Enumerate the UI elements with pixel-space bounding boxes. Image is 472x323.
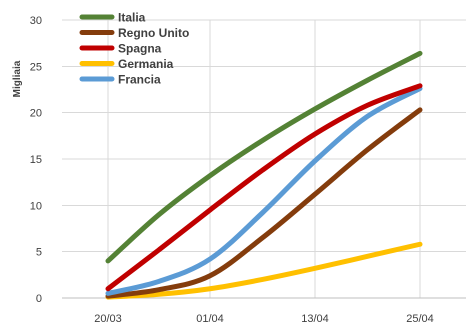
y-tick-label-10: 10 — [30, 200, 42, 212]
legend-label-germania: Germania — [118, 57, 174, 71]
series-line-italia — [105, 50, 423, 264]
series-line-spagna — [105, 83, 423, 292]
series-line-regno-unito — [105, 107, 423, 299]
y-tick-label-30: 30 — [30, 15, 42, 27]
series-line-francia — [105, 86, 423, 296]
x-tick-label-01-04: 01/04 — [196, 313, 224, 323]
x-tick-label-20-03: 20/03 — [94, 313, 122, 323]
legend-label-francia: Francia — [118, 73, 161, 87]
legend-label-italia: Italia — [118, 11, 146, 25]
y-axis-label: Migliaia — [12, 60, 23, 97]
series-line-germania — [105, 241, 423, 300]
x-tick-label-13-04: 13/04 — [301, 313, 329, 323]
legend-label-spagna: Spagna — [118, 42, 162, 56]
legend-label-regno-unito: Regno Unito — [118, 26, 189, 40]
x-tick-label-25-04: 25/04 — [406, 313, 434, 323]
y-tick-label-0: 0 — [36, 293, 42, 305]
y-tick-label-25: 25 — [30, 61, 42, 73]
y-tick-label-5: 5 — [36, 247, 42, 259]
y-tick-label-15: 15 — [30, 154, 42, 166]
y-tick-label-20: 20 — [30, 108, 42, 120]
